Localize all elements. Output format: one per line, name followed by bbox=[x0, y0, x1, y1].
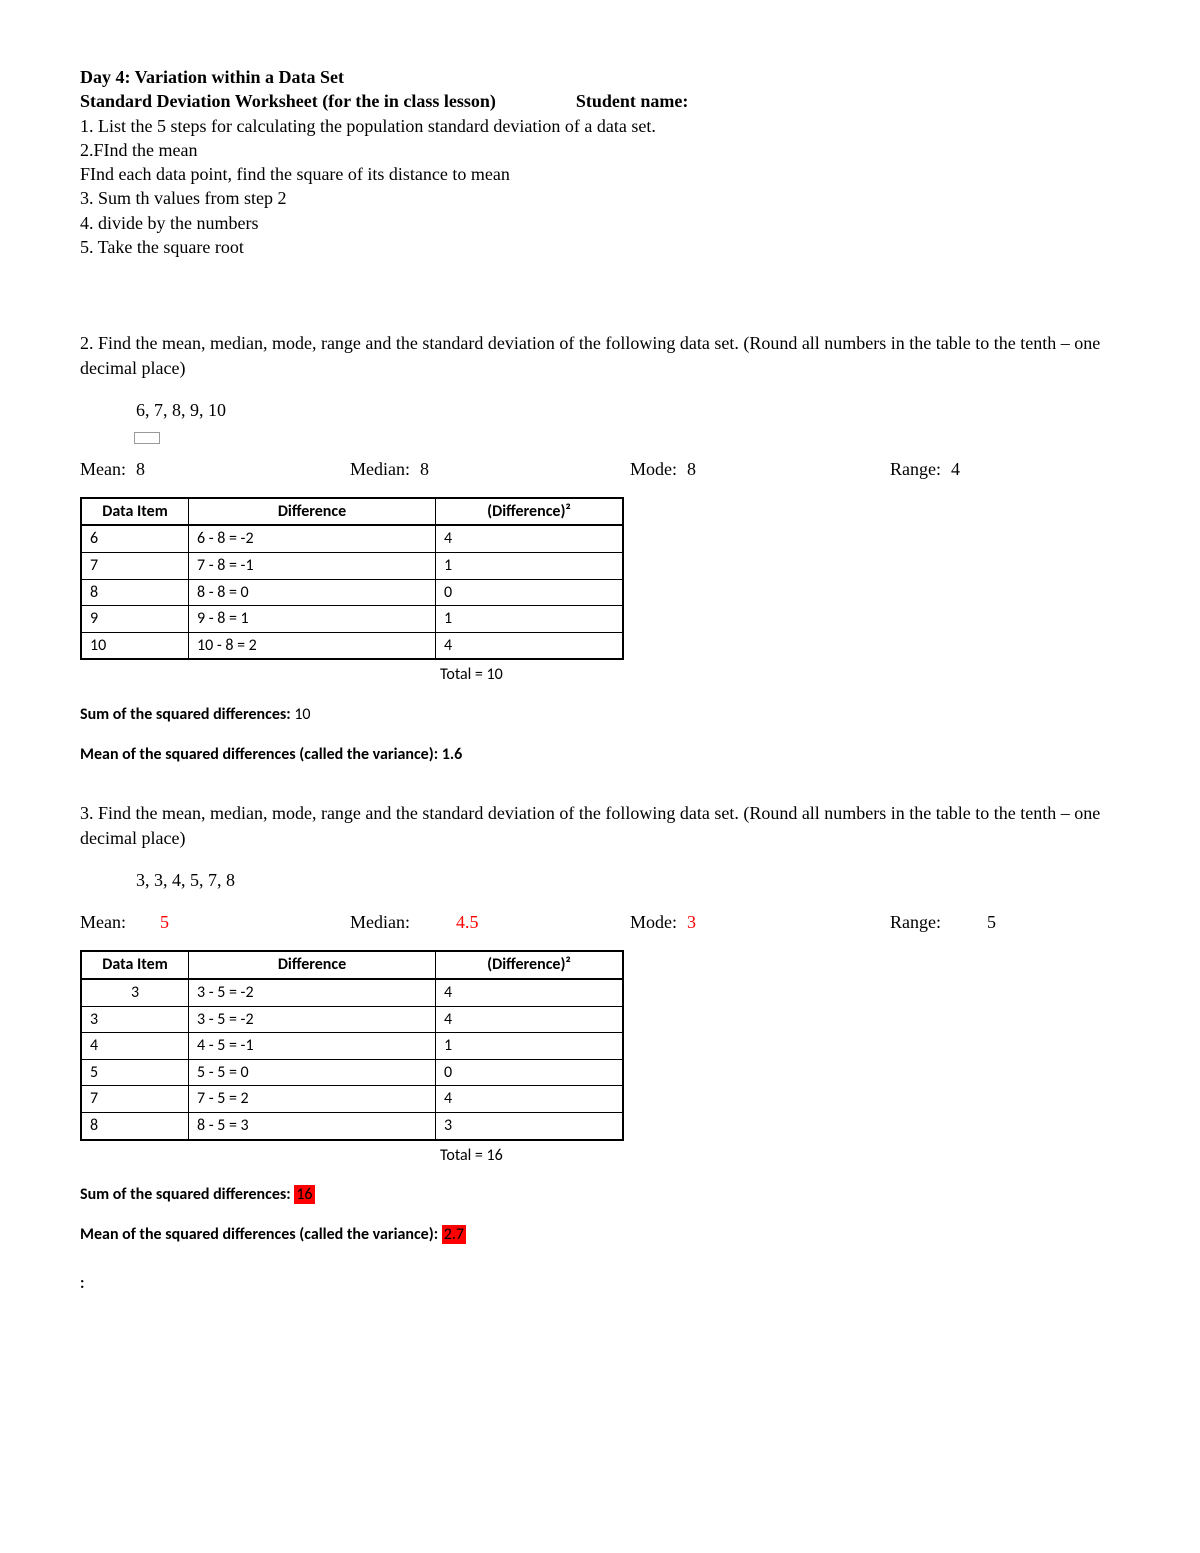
table-row: 88 - 8 = 00 bbox=[81, 579, 623, 606]
table-row: 77 - 5 = 24 bbox=[81, 1086, 623, 1113]
range-label: Range: bbox=[890, 910, 941, 934]
mode-value: 3 bbox=[687, 910, 696, 934]
sum-value-highlighted: 16 bbox=[294, 1185, 314, 1204]
q1-step: 4. divide by the numbers bbox=[80, 211, 1120, 235]
median-label: Median: bbox=[350, 457, 410, 481]
variance-value-highlighted: 2.7 bbox=[442, 1225, 466, 1244]
median-value: 8 bbox=[420, 457, 429, 481]
q3-dataset: 3, 3, 4, 5, 7, 8 bbox=[136, 868, 1120, 892]
q2-total: Total = 10 bbox=[440, 664, 1120, 686]
q3-sum-line: Sum of the squared differences: 16 bbox=[80, 1184, 1120, 1206]
student-name-label: Student name: bbox=[576, 89, 689, 113]
mode-label: Mode: bbox=[630, 457, 677, 481]
q1-prompt: 1. List the 5 steps for calculating the … bbox=[80, 114, 1120, 138]
table-row: 77 - 8 = -11 bbox=[81, 553, 623, 580]
table-row: 99 - 8 = 11 bbox=[81, 606, 623, 633]
variance-label: Mean of the squared differences (called … bbox=[80, 1225, 438, 1244]
q1-step: 2.FInd the mean bbox=[80, 138, 1120, 162]
range-label: Range: bbox=[890, 457, 941, 481]
variance-value: 1.6 bbox=[442, 745, 463, 764]
mean-label: Mean: bbox=[80, 910, 126, 934]
table-row: 44 - 5 = -11 bbox=[81, 1033, 623, 1060]
q3-variance-line: Mean of the squared differences (called … bbox=[80, 1224, 1120, 1246]
q3-prompt: 3. Find the mean, median, mode, range an… bbox=[80, 801, 1120, 850]
table-header: Data Item bbox=[81, 498, 189, 526]
mode-label: Mode: bbox=[630, 910, 677, 934]
table-row: 33 - 5 = -24 bbox=[81, 1006, 623, 1033]
q3-stats-row: Mean: 5 Median: 4.5 Mode: 3 Range: 5 bbox=[80, 910, 1120, 934]
mean-label: Mean: bbox=[80, 457, 126, 481]
mean-value: 8 bbox=[136, 457, 145, 481]
table-header: Difference bbox=[189, 951, 436, 979]
q1-step: FInd each data point, find the square of… bbox=[80, 162, 1120, 186]
table-header: (Difference)² bbox=[436, 951, 624, 979]
range-value: 4 bbox=[951, 457, 960, 481]
sum-value: 10 bbox=[294, 705, 310, 724]
q1-step: 5. Take the square root bbox=[80, 235, 1120, 259]
q2-table: Data Item Difference (Difference)² 66 - … bbox=[80, 497, 624, 661]
sum-label: Sum of the squared differences: bbox=[80, 1185, 291, 1204]
q3-table: Data Item Difference (Difference)² 33 - … bbox=[80, 950, 624, 1140]
q1-step: 3. Sum th values from step 2 bbox=[80, 186, 1120, 210]
table-header: (Difference)² bbox=[436, 498, 624, 526]
variance-label: Mean of the squared differences (called … bbox=[80, 745, 438, 764]
range-value: 5 bbox=[987, 910, 996, 934]
table-row: 1010 - 8 = 24 bbox=[81, 632, 623, 659]
q2-sum-line: Sum of the squared differences: 10 bbox=[80, 704, 1120, 726]
sum-label: Sum of the squared differences: bbox=[80, 705, 291, 724]
table-header: Data Item bbox=[81, 951, 189, 979]
table-row: 66 - 8 = -24 bbox=[81, 525, 623, 552]
table-row: 88 - 5 = 33 bbox=[81, 1112, 623, 1139]
q2-prompt: 2. Find the mean, median, mode, range an… bbox=[80, 331, 1120, 380]
table-row: 33 - 5 = -24 bbox=[81, 979, 623, 1006]
day-heading: Day 4: Variation within a Data Set bbox=[80, 65, 1120, 89]
q2-variance-line: Mean of the squared differences (called … bbox=[80, 744, 1120, 766]
median-label: Median: bbox=[350, 910, 410, 934]
cursor-box-icon bbox=[134, 432, 160, 444]
mean-value: 5 bbox=[160, 910, 169, 934]
q2-dataset: 6, 7, 8, 9, 10 bbox=[136, 398, 1120, 422]
trailing-colon: : bbox=[80, 1273, 1120, 1295]
mode-value: 8 bbox=[687, 457, 696, 481]
table-row: 55 - 5 = 00 bbox=[81, 1059, 623, 1086]
table-header: Difference bbox=[189, 498, 436, 526]
q3-total: Total = 16 bbox=[440, 1145, 1120, 1167]
median-value: 4.5 bbox=[456, 910, 479, 934]
q2-stats-row: Mean: 8 Median: 8 Mode: 8 Range: 4 bbox=[80, 457, 1120, 481]
worksheet-title: Standard Deviation Worksheet (for the in… bbox=[80, 89, 496, 113]
